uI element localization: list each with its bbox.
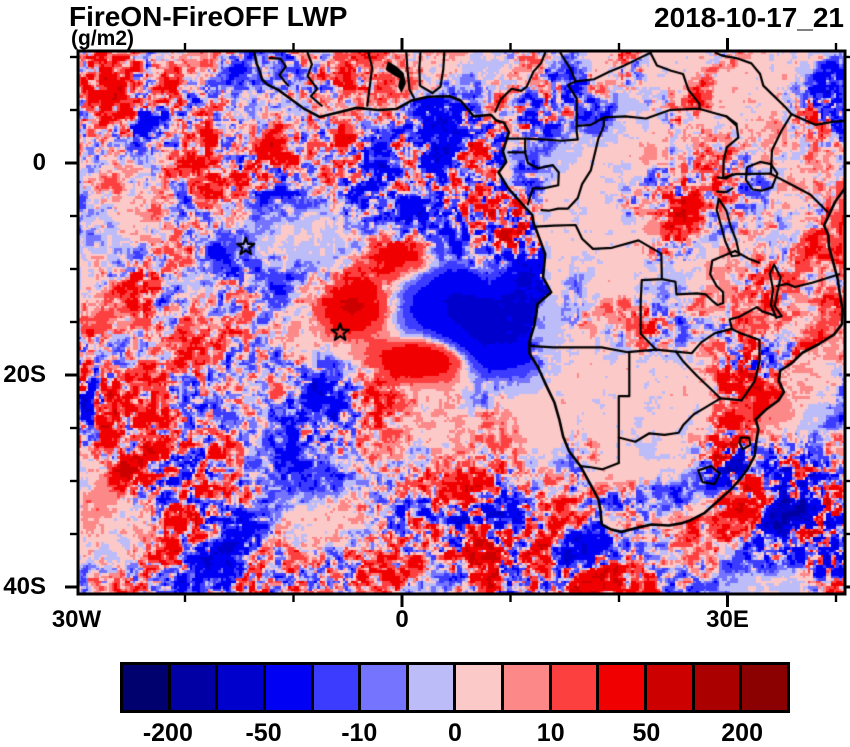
colorbar xyxy=(120,662,790,713)
timestamp-label: 2018-10-17_21 xyxy=(654,2,844,33)
x-tick-label: 30W xyxy=(51,606,102,633)
colorbar-tick-label: 50 xyxy=(632,719,661,747)
x-tick-label: 30E xyxy=(706,606,749,633)
colorbar-tick-label: -10 xyxy=(341,719,378,747)
colorbar-segment xyxy=(742,665,787,710)
colorbar-tick-label: 200 xyxy=(721,719,763,747)
colorbar-segment xyxy=(361,665,406,710)
units-label: (g/m2) xyxy=(71,27,134,50)
colorbar-segment xyxy=(647,665,692,710)
colorbar-segment xyxy=(170,665,216,710)
colorbar-segment xyxy=(408,665,454,710)
y-tick-label: 40S xyxy=(3,573,46,600)
colorbar-tick-label: 10 xyxy=(536,719,565,747)
colorbar-segment xyxy=(313,665,359,710)
colorbar-segment xyxy=(265,665,311,710)
colorbar-segment xyxy=(551,665,597,710)
colorbar-segment xyxy=(218,665,263,710)
map-canvas xyxy=(78,51,845,594)
y-tick-label: 20S xyxy=(3,361,46,388)
colorbar-segment xyxy=(504,665,549,710)
y-tick-label: 0 xyxy=(32,149,46,176)
colorbar-segment xyxy=(456,665,502,710)
plot-title: FireON-FireOFF LWP xyxy=(69,1,348,32)
x-tick-label: 0 xyxy=(395,606,409,633)
colorbar-segment xyxy=(123,665,168,710)
colorbar-tick-label: 0 xyxy=(448,719,462,747)
colorbar-segment xyxy=(599,665,645,710)
colorbar-tick-label: -50 xyxy=(245,719,282,747)
colorbar-tick-label: -200 xyxy=(142,719,193,747)
colorbar-segment xyxy=(694,665,740,710)
